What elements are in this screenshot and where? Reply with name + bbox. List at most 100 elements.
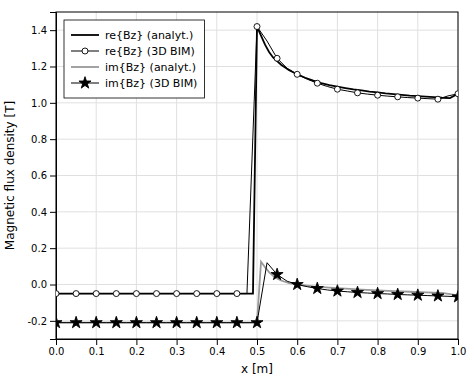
- plot-area: 0.0 0.1 0.2 0.3 0.4 0.5 0.6 0.7 0.8 0.9 1.0 -0.2 0.0…: [27, 12, 466, 357]
- marker: [314, 80, 320, 86]
- plot-frame: [56, 12, 458, 339]
- tick-label: 0.3: [169, 346, 185, 357]
- marker: [271, 268, 283, 279]
- tick-mark: [136, 339, 137, 345]
- axis-line: [57, 340, 459, 346]
- marker: [93, 291, 99, 297]
- marker: [214, 291, 220, 297]
- grid-line: [56, 248, 458, 249]
- tick-label: 0.2: [31, 243, 47, 254]
- tick-label: 0.0: [49, 346, 65, 357]
- tick: 0.0: [31, 279, 56, 290]
- series-line: [56, 263, 458, 323]
- x-axis-title: x [m]: [241, 362, 273, 376]
- tick: 1.2: [31, 61, 56, 72]
- marker: [133, 291, 139, 297]
- legend-item: re{Bz} (3D BIM): [71, 45, 195, 58]
- legend-label: im{Bz} (3D BIM): [105, 77, 197, 90]
- tick: 0.0: [49, 339, 65, 357]
- marker: [70, 316, 82, 327]
- tick-mark: [418, 339, 419, 345]
- tick: 0.4: [31, 207, 56, 218]
- marker: [355, 90, 361, 96]
- series-line: [56, 262, 458, 323]
- marker: [435, 96, 441, 102]
- tick-mark: [177, 339, 178, 345]
- marker: [415, 95, 421, 101]
- marker: [113, 291, 119, 297]
- series-markers: [56, 268, 458, 328]
- marker: [56, 291, 59, 297]
- tick-mark: [50, 176, 56, 177]
- marker: [291, 278, 303, 289]
- tick-label: 0.6: [31, 170, 47, 181]
- marker: [294, 71, 300, 77]
- y-axis-title: Magnetic flux density [T]: [3, 101, 17, 250]
- legend-item: re{Bz} (analyt.): [71, 29, 193, 42]
- tick-label: 0.1: [89, 346, 105, 357]
- tick: 0.5: [250, 339, 266, 357]
- marker: [392, 288, 404, 299]
- tick-mark: [50, 321, 56, 322]
- legend-swatch: [71, 34, 99, 36]
- tick-mark: [50, 30, 56, 31]
- marker: [395, 94, 401, 100]
- marker: [234, 291, 240, 297]
- tick-label: 1.4: [31, 25, 47, 36]
- marker: [56, 316, 62, 327]
- legend-label: re{Bz} (analyt.): [105, 29, 193, 42]
- tick-label: 0.9: [410, 346, 426, 357]
- marker: [130, 316, 142, 327]
- tick-label: 1.0: [451, 346, 467, 357]
- marker: [375, 92, 381, 98]
- tick-mark: [50, 103, 56, 104]
- marker: [171, 316, 183, 327]
- tick: 0.2: [31, 243, 56, 254]
- marker: [452, 291, 458, 302]
- grid-line: [56, 139, 458, 140]
- tick: 1.4: [31, 25, 56, 36]
- tick-mark: [458, 339, 459, 345]
- y-axis: -0.20.00.20.40.60.81.01.21.4: [27, 13, 56, 340]
- tick: -0.2: [27, 316, 56, 327]
- tick-label: 0.4: [31, 207, 47, 218]
- tick-mark: [337, 339, 338, 345]
- tick: 0.2: [129, 339, 145, 357]
- tick: 0.6: [290, 339, 306, 357]
- grid-line: [56, 175, 458, 176]
- marker: [432, 290, 444, 301]
- tick-mark: [257, 339, 258, 345]
- marker: [231, 316, 243, 327]
- tick-label: 0.5: [250, 346, 266, 357]
- axis-line: [50, 13, 57, 340]
- grid-line: [56, 211, 458, 212]
- tick-mark: [378, 339, 379, 345]
- legend-box: [64, 20, 204, 98]
- marker: [90, 316, 102, 327]
- tick-mark: [217, 339, 218, 345]
- legend-marker: [79, 77, 91, 88]
- tick-label: 1.2: [31, 61, 47, 72]
- tick: 0.8: [31, 134, 56, 145]
- tick-mark: [297, 339, 298, 345]
- tick-mark: [50, 67, 56, 68]
- marker: [351, 286, 363, 297]
- marker: [412, 289, 424, 300]
- legend-swatch: [71, 66, 99, 68]
- tick: 0.6: [31, 170, 56, 181]
- tick-label: 0.7: [330, 346, 346, 357]
- tick-label: -0.2: [27, 316, 47, 327]
- grid: [56, 12, 458, 339]
- marker: [254, 24, 260, 30]
- tick: 1.0: [451, 339, 467, 357]
- tick-label: 0.2: [129, 346, 145, 357]
- marker: [73, 291, 79, 297]
- tick-mark: [50, 285, 56, 286]
- marker: [274, 55, 280, 61]
- tick-label: 0.4: [209, 346, 225, 357]
- tick: 0.8: [370, 339, 386, 357]
- legend-item: im{Bz} (3D BIM): [71, 77, 197, 90]
- legend-label: im{Bz} (analyt.): [105, 61, 196, 74]
- legend-item: im{Bz} (analyt.): [71, 61, 196, 74]
- tick: 0.3: [169, 339, 185, 357]
